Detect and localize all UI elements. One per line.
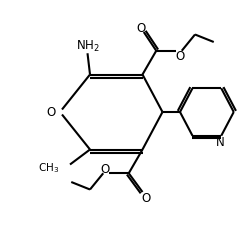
- Text: O: O: [100, 163, 110, 176]
- Text: NH$_2$: NH$_2$: [76, 39, 100, 54]
- Text: O: O: [136, 22, 146, 35]
- Text: O: O: [142, 191, 151, 204]
- Text: CH$_3$: CH$_3$: [38, 161, 59, 174]
- Text: O: O: [175, 50, 184, 62]
- Text: N: N: [216, 135, 224, 148]
- Text: O: O: [47, 106, 56, 119]
